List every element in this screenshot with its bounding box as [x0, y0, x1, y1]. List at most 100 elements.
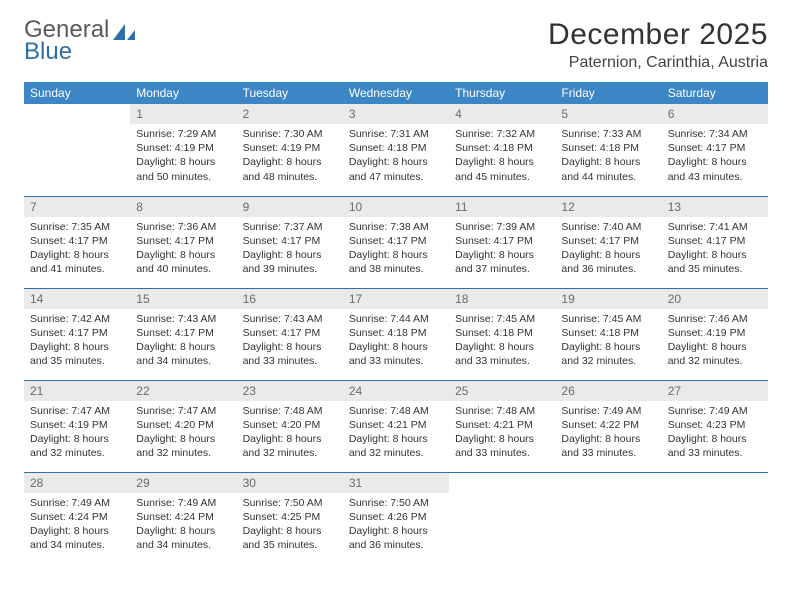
day-number: 19 [555, 289, 661, 309]
day-number: 20 [662, 289, 768, 309]
day-details: Sunrise: 7:41 AMSunset: 4:17 PMDaylight:… [662, 217, 768, 283]
day-details: Sunrise: 7:47 AMSunset: 4:20 PMDaylight:… [130, 401, 236, 467]
day-number: 26 [555, 381, 661, 401]
calendar-day-cell: 3Sunrise: 7:31 AMSunset: 4:18 PMDaylight… [343, 104, 449, 196]
day-details: Sunrise: 7:33 AMSunset: 4:18 PMDaylight:… [555, 124, 661, 190]
calendar-empty-cell [24, 104, 130, 196]
day-number: 29 [130, 473, 236, 493]
calendar-day-cell: 27Sunrise: 7:49 AMSunset: 4:23 PMDayligh… [662, 380, 768, 472]
calendar-day-cell: 26Sunrise: 7:49 AMSunset: 4:22 PMDayligh… [555, 380, 661, 472]
calendar-day-cell: 13Sunrise: 7:41 AMSunset: 4:17 PMDayligh… [662, 196, 768, 288]
day-header: Sunday [24, 82, 130, 104]
day-details: Sunrise: 7:31 AMSunset: 4:18 PMDaylight:… [343, 124, 449, 190]
day-number: 13 [662, 197, 768, 217]
day-number: 16 [237, 289, 343, 309]
day-details: Sunrise: 7:44 AMSunset: 4:18 PMDaylight:… [343, 309, 449, 375]
day-header: Saturday [662, 82, 768, 104]
day-number: 5 [555, 104, 661, 124]
calendar-day-cell: 17Sunrise: 7:44 AMSunset: 4:18 PMDayligh… [343, 288, 449, 380]
day-number: 10 [343, 197, 449, 217]
day-details: Sunrise: 7:50 AMSunset: 4:26 PMDaylight:… [343, 493, 449, 559]
day-details: Sunrise: 7:48 AMSunset: 4:21 PMDaylight:… [449, 401, 555, 467]
day-details: Sunrise: 7:34 AMSunset: 4:17 PMDaylight:… [662, 124, 768, 190]
day-details: Sunrise: 7:43 AMSunset: 4:17 PMDaylight:… [130, 309, 236, 375]
day-details: Sunrise: 7:30 AMSunset: 4:19 PMDaylight:… [237, 124, 343, 190]
day-details: Sunrise: 7:29 AMSunset: 4:19 PMDaylight:… [130, 124, 236, 190]
day-number: 31 [343, 473, 449, 493]
calendar-day-cell: 22Sunrise: 7:47 AMSunset: 4:20 PMDayligh… [130, 380, 236, 472]
day-number: 30 [237, 473, 343, 493]
calendar-day-cell: 1Sunrise: 7:29 AMSunset: 4:19 PMDaylight… [130, 104, 236, 196]
day-header: Tuesday [237, 82, 343, 104]
day-number: 18 [449, 289, 555, 309]
calendar-day-cell: 4Sunrise: 7:32 AMSunset: 4:18 PMDaylight… [449, 104, 555, 196]
day-details: Sunrise: 7:48 AMSunset: 4:20 PMDaylight:… [237, 401, 343, 467]
day-details: Sunrise: 7:39 AMSunset: 4:17 PMDaylight:… [449, 217, 555, 283]
calendar-day-cell: 14Sunrise: 7:42 AMSunset: 4:17 PMDayligh… [24, 288, 130, 380]
day-number: 28 [24, 473, 130, 493]
day-number: 27 [662, 381, 768, 401]
day-header: Monday [130, 82, 236, 104]
day-details: Sunrise: 7:49 AMSunset: 4:22 PMDaylight:… [555, 401, 661, 467]
day-number: 9 [237, 197, 343, 217]
calendar-day-cell: 15Sunrise: 7:43 AMSunset: 4:17 PMDayligh… [130, 288, 236, 380]
day-number: 2 [237, 104, 343, 124]
calendar-day-cell: 11Sunrise: 7:39 AMSunset: 4:17 PMDayligh… [449, 196, 555, 288]
day-details: Sunrise: 7:48 AMSunset: 4:21 PMDaylight:… [343, 401, 449, 467]
day-number: 12 [555, 197, 661, 217]
calendar-day-cell: 7Sunrise: 7:35 AMSunset: 4:17 PMDaylight… [24, 196, 130, 288]
day-number: 17 [343, 289, 449, 309]
day-details: Sunrise: 7:49 AMSunset: 4:24 PMDaylight:… [130, 493, 236, 559]
day-details: Sunrise: 7:45 AMSunset: 4:18 PMDaylight:… [555, 309, 661, 375]
calendar-day-cell: 6Sunrise: 7:34 AMSunset: 4:17 PMDaylight… [662, 104, 768, 196]
calendar-day-cell: 24Sunrise: 7:48 AMSunset: 4:21 PMDayligh… [343, 380, 449, 472]
day-header: Thursday [449, 82, 555, 104]
calendar-day-cell: 20Sunrise: 7:46 AMSunset: 4:19 PMDayligh… [662, 288, 768, 380]
day-number: 24 [343, 381, 449, 401]
day-number: 3 [343, 104, 449, 124]
day-number: 6 [662, 104, 768, 124]
day-details: Sunrise: 7:35 AMSunset: 4:17 PMDaylight:… [24, 217, 130, 283]
calendar-day-cell: 5Sunrise: 7:33 AMSunset: 4:18 PMDaylight… [555, 104, 661, 196]
calendar-day-cell: 12Sunrise: 7:40 AMSunset: 4:17 PMDayligh… [555, 196, 661, 288]
day-details: Sunrise: 7:45 AMSunset: 4:18 PMDaylight:… [449, 309, 555, 375]
calendar-day-cell: 31Sunrise: 7:50 AMSunset: 4:26 PMDayligh… [343, 472, 449, 564]
location-subtitle: Paternion, Carinthia, Austria [548, 54, 768, 72]
day-number: 23 [237, 381, 343, 401]
calendar-day-cell: 23Sunrise: 7:48 AMSunset: 4:20 PMDayligh… [237, 380, 343, 472]
day-details: Sunrise: 7:50 AMSunset: 4:25 PMDaylight:… [237, 493, 343, 559]
day-details: Sunrise: 7:47 AMSunset: 4:19 PMDaylight:… [24, 401, 130, 467]
calendar-day-cell: 2Sunrise: 7:30 AMSunset: 4:19 PMDaylight… [237, 104, 343, 196]
sail-icon [111, 22, 137, 42]
day-details: Sunrise: 7:37 AMSunset: 4:17 PMDaylight:… [237, 217, 343, 283]
day-number: 22 [130, 381, 236, 401]
day-number [662, 473, 768, 493]
logo: General Blue [24, 18, 137, 64]
day-details: Sunrise: 7:36 AMSunset: 4:17 PMDaylight:… [130, 217, 236, 283]
day-number [24, 104, 130, 124]
calendar-body: 1Sunrise: 7:29 AMSunset: 4:19 PMDaylight… [24, 104, 768, 564]
day-number: 7 [24, 197, 130, 217]
calendar-day-cell: 10Sunrise: 7:38 AMSunset: 4:17 PMDayligh… [343, 196, 449, 288]
day-number: 14 [24, 289, 130, 309]
day-number: 11 [449, 197, 555, 217]
day-number [555, 473, 661, 493]
calendar-day-cell: 28Sunrise: 7:49 AMSunset: 4:24 PMDayligh… [24, 472, 130, 564]
calendar-table: SundayMondayTuesdayWednesdayThursdayFrid… [24, 82, 768, 564]
day-number: 25 [449, 381, 555, 401]
calendar-week-row: 14Sunrise: 7:42 AMSunset: 4:17 PMDayligh… [24, 288, 768, 380]
day-number: 21 [24, 381, 130, 401]
calendar-week-row: 28Sunrise: 7:49 AMSunset: 4:24 PMDayligh… [24, 472, 768, 564]
calendar-day-cell: 29Sunrise: 7:49 AMSunset: 4:24 PMDayligh… [130, 472, 236, 564]
day-details: Sunrise: 7:38 AMSunset: 4:17 PMDaylight:… [343, 217, 449, 283]
calendar-empty-cell [555, 472, 661, 564]
calendar-empty-cell [449, 472, 555, 564]
day-details: Sunrise: 7:40 AMSunset: 4:17 PMDaylight:… [555, 217, 661, 283]
day-header: Wednesday [343, 82, 449, 104]
day-number: 15 [130, 289, 236, 309]
calendar-day-cell: 25Sunrise: 7:48 AMSunset: 4:21 PMDayligh… [449, 380, 555, 472]
day-number: 4 [449, 104, 555, 124]
month-title: December 2025 [548, 18, 768, 52]
calendar-day-cell: 16Sunrise: 7:43 AMSunset: 4:17 PMDayligh… [237, 288, 343, 380]
day-number: 1 [130, 104, 236, 124]
